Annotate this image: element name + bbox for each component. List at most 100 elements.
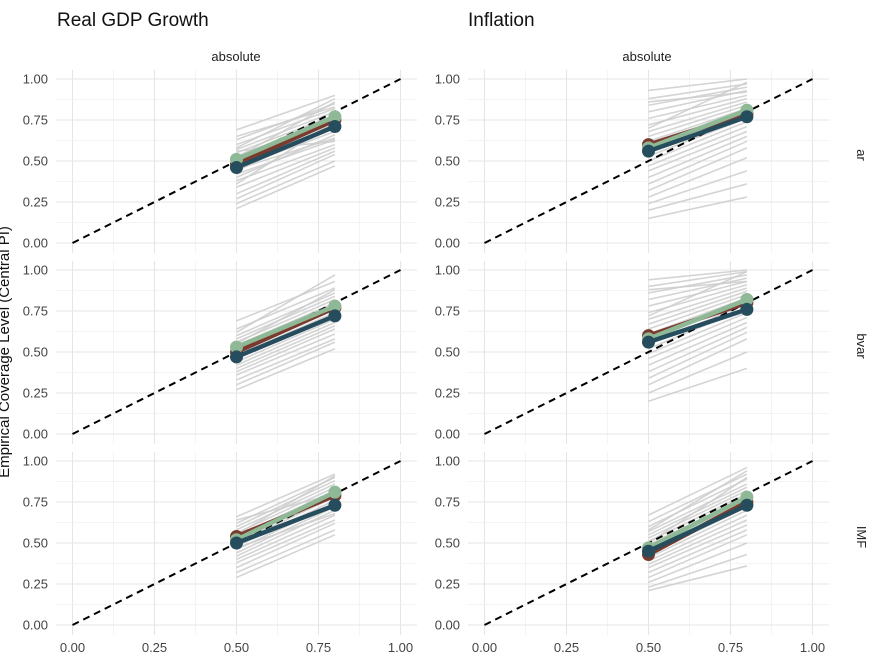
background-line (648, 483, 748, 533)
y-tick-label: 0.50 (435, 154, 460, 169)
series-c-line (646, 114, 750, 154)
background-line (648, 91, 747, 103)
series-c-point (230, 161, 243, 175)
background-line (236, 288, 336, 345)
column-title-gdp: Real GDP Growth (57, 10, 209, 31)
background-line (236, 321, 336, 366)
y-tick-label: 0.75 (23, 304, 48, 319)
background-line (236, 325, 336, 370)
series-b-line (234, 303, 338, 350)
series-c-line (234, 124, 338, 170)
y-tick-label: 1.00 (435, 72, 460, 87)
background-line (236, 274, 336, 334)
background-line (648, 83, 748, 100)
background-line (236, 333, 336, 376)
y-tick-label: 0.00 (23, 236, 48, 251)
background-line (648, 81, 748, 129)
series-b-point (328, 299, 342, 313)
reference-line-inflation-bvar (484, 269, 813, 435)
background-line (236, 338, 336, 381)
background-line (648, 351, 748, 394)
series-c-inflation-imf (642, 498, 754, 558)
x-tick-label: 1.00 (800, 640, 825, 655)
background-line (236, 512, 336, 549)
background-line (236, 97, 336, 149)
series-c-inflation-ar (642, 110, 754, 158)
background-line (236, 150, 336, 195)
y-tick-label: 0.00 (23, 618, 48, 633)
background-line (236, 534, 336, 579)
background-lines-inflation-bvar (648, 269, 748, 402)
y-tick-label: 1.00 (23, 72, 48, 87)
y-tick-label: 0.75 (435, 304, 460, 319)
background-line (648, 493, 748, 543)
panel-inflation-bvar: 0.00 0.25 0.50 0.75 1.00 (435, 261, 829, 444)
background-line (648, 280, 747, 291)
series-c-point (328, 309, 342, 323)
background-line (648, 130, 748, 172)
background-line (648, 316, 748, 360)
background-line (648, 107, 748, 143)
series-b-point (740, 293, 754, 307)
background-line (236, 473, 336, 518)
series-c-point (642, 544, 655, 558)
y-tick-label: 0.75 (23, 113, 48, 128)
background-line (648, 470, 748, 531)
row-label-bvar: bvar (854, 333, 869, 359)
background-line (648, 274, 748, 294)
series-c-point (642, 144, 655, 158)
background-line (648, 473, 748, 523)
series-c-point (328, 498, 342, 512)
background-line (648, 466, 748, 516)
background-line (648, 277, 748, 301)
series-b-inflation-bvar (642, 293, 754, 346)
background-line (648, 509, 748, 559)
series-b-gdp-bvar (230, 299, 342, 354)
background-line (236, 519, 336, 564)
background-line (236, 134, 336, 179)
y-tick-label: 0.50 (435, 536, 460, 551)
background-line (648, 519, 748, 566)
background-line (236, 514, 336, 561)
background-line (236, 153, 336, 200)
series-c-point (642, 335, 655, 349)
background-line (236, 147, 336, 188)
background-line (648, 326, 748, 373)
series-c-inflation-bvar (642, 302, 754, 349)
series-c-line (646, 307, 750, 345)
gridlines-gdp-bvar (56, 261, 417, 444)
x-tick-label: 0.25 (142, 640, 167, 655)
x-tick-label: 0.50 (224, 640, 249, 655)
x-tick-label: 0.75 (718, 640, 743, 655)
background-line (648, 196, 748, 220)
series-b-line (234, 489, 338, 542)
x-tick-label: 0.25 (554, 640, 579, 655)
background-line (648, 529, 748, 574)
background-line (648, 101, 748, 133)
background-line (648, 104, 748, 138)
panel-inflation-imf: 0.00 0.25 0.50 0.75 1.00 (435, 452, 829, 635)
row-label-imf: IMF (854, 526, 869, 548)
background-line (648, 270, 748, 288)
background-line (648, 514, 748, 562)
y-tick-label: 0.00 (435, 618, 460, 633)
background-line (236, 509, 336, 557)
y-tick-label: 0.25 (23, 577, 48, 592)
background-line (648, 135, 748, 179)
series-c-point (740, 302, 754, 316)
background-line (236, 529, 336, 574)
background-line (648, 542, 748, 584)
background-line (236, 101, 336, 159)
background-line (648, 476, 748, 544)
background-line (236, 475, 336, 536)
y-tick-label: 0.25 (23, 195, 48, 210)
background-line (648, 287, 748, 320)
y-tick-label: 0.75 (23, 495, 48, 510)
strip-label-inflation: absolute (622, 49, 671, 64)
y-tick-label: 0.25 (23, 386, 48, 401)
y-tick-label: 0.75 (435, 495, 460, 510)
background-line (648, 183, 748, 211)
y-tick-label: 0.00 (435, 236, 460, 251)
series-c-gdp-imf (230, 498, 342, 550)
series-b-line (646, 107, 750, 151)
